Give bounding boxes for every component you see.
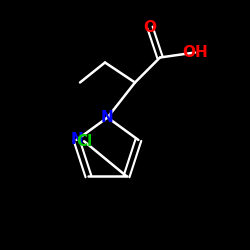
Text: OH: OH — [182, 45, 208, 60]
Text: N: N — [101, 110, 114, 125]
Text: Cl: Cl — [76, 134, 92, 149]
Text: N: N — [70, 132, 83, 148]
Text: O: O — [144, 20, 156, 35]
